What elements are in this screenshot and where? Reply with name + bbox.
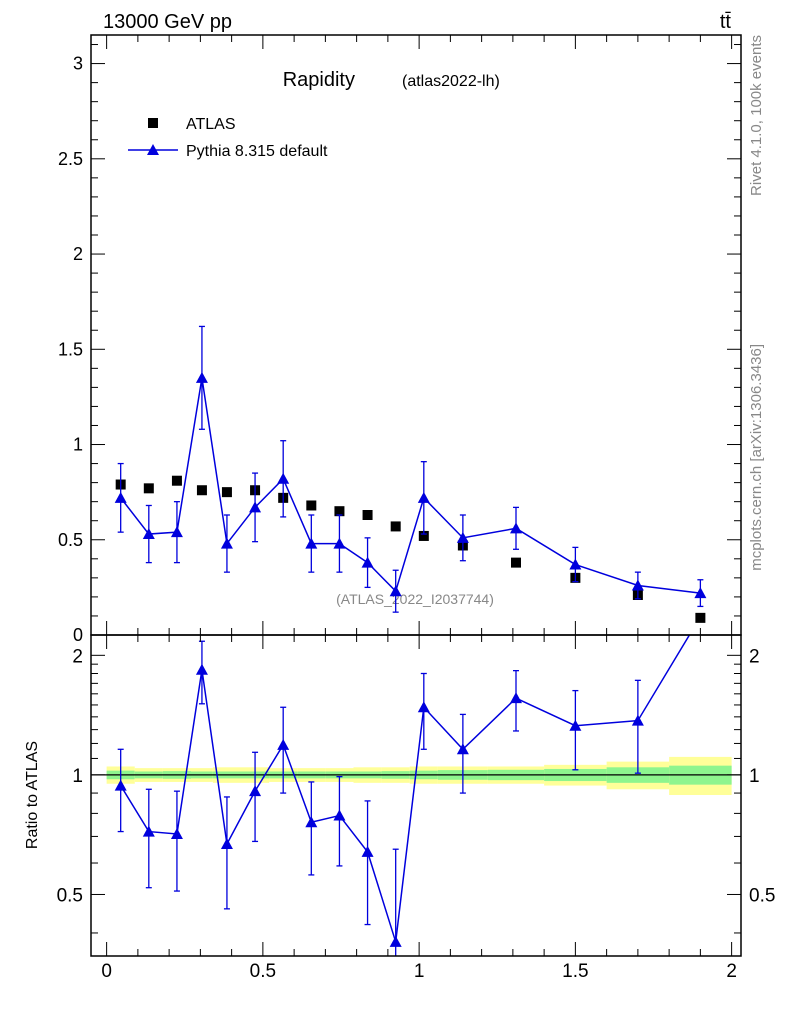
main-data-layer: [114, 325, 707, 623]
main-title: Rapidity: [283, 69, 355, 91]
pythia-data-point: [114, 491, 127, 503]
ratio-y-tick-labels: 0.5 0.5 1 1 2 2: [57, 646, 776, 906]
ratio-panel: 0.5 0.5 1 1 2 2 0 0.5 1 1.5 2 Ratio to ATLAS: [24, 634, 776, 982]
atlas-data-point: [171, 475, 182, 486]
ratio-x-tick-label: 2: [726, 961, 737, 982]
ratio-data-point: [361, 845, 374, 857]
pythia-data-point: [569, 558, 582, 570]
ratio-data-point: [114, 779, 127, 791]
atlas-data-point: [418, 530, 429, 541]
pythia-data-point: [510, 522, 522, 534]
ratio-x-tick-label: 1: [414, 961, 425, 982]
pythia-line: [120, 377, 701, 594]
pythia-data-point: [220, 537, 233, 549]
ratio-data-point: [569, 719, 582, 731]
main-y-tick-label: 2: [73, 244, 83, 264]
ratio-data-point: [220, 837, 233, 849]
pythia-data-point: [631, 579, 644, 591]
atlas-data-point: [511, 557, 521, 568]
pythia-data-point: [456, 531, 469, 543]
atlas-data-point: [221, 487, 232, 498]
atlas-data-point: [306, 500, 317, 511]
main-axis-ticks: [91, 35, 741, 635]
legend-pythia-marker: [147, 144, 159, 155]
ratio-data-point: [305, 816, 318, 828]
main-y-tick-label: 0.5: [58, 530, 83, 550]
ratio-y-tick-label-right: 1: [749, 766, 760, 787]
pythia-data-point: [249, 501, 262, 513]
atlas-data-point: [196, 485, 207, 496]
ratio-data-point: [249, 785, 262, 797]
pythia-data-point: [694, 587, 707, 599]
ratio-data-point: [170, 827, 183, 839]
pythia-data-point: [195, 371, 208, 383]
atlas-data-point: [695, 612, 706, 623]
ratio-data-point: [277, 738, 290, 750]
main-y-tick-label: 2.5: [58, 149, 83, 169]
ratio-data-layer: [114, 635, 691, 956]
ratio-y-tick-label-left: 0.5: [57, 885, 83, 906]
pythia-data-point: [333, 537, 346, 549]
pythia-data-point: [142, 528, 155, 540]
process-label: tt̄: [720, 11, 732, 33]
energy-label: 13000 GeV pp: [103, 11, 232, 33]
mcplots-source-label: mcplots.cern.ch [arXiv:1306.3436]: [748, 344, 765, 571]
pythia-data-point: [305, 537, 318, 549]
main-y-tick-label: 1: [73, 435, 83, 455]
main-subtitle: (atlas2022-lh): [402, 73, 500, 90]
pythia-data-point: [389, 585, 402, 597]
ratio-x-tick-labels: 0 0.5 1 1.5 2: [101, 961, 737, 982]
main-y-tick-labels: 0.5 1 1.5 2 2.5 3 0: [58, 54, 83, 645]
ratio-data-point: [142, 825, 155, 837]
main-y-tick-label: 0: [73, 625, 83, 645]
pythia-data-point: [361, 556, 374, 568]
main-y-tick-label: 1.5: [58, 339, 83, 359]
ratio-x-tick-label: 1.5: [562, 961, 588, 982]
ratio-data-point: [333, 809, 346, 821]
ratio-frame: [90, 634, 742, 957]
ratio-data-point: [631, 714, 644, 726]
rivet-version-label: Rivet 4.1.0, 100k events: [748, 35, 765, 196]
ratio-y-tick-label-left: 1: [72, 766, 83, 787]
ratio-y-tick-label-left: 2: [72, 646, 83, 667]
ratio-axis-ticks: [91, 635, 741, 956]
legend-atlas-label: ATLAS: [186, 116, 236, 133]
ratio-x-tick-label: 0: [101, 961, 112, 982]
atlas-data-point: [143, 483, 154, 494]
ratio-y-tick-label-right: 2: [749, 646, 760, 667]
ratio-data-point: [195, 663, 208, 675]
main-panel: 0.5 1 1.5 2 2.5 3 0 Rapidity (atlas2022-lh) AT…: [58, 34, 742, 645]
main-y-tick-label: 3: [73, 54, 83, 74]
ratio-data-point: [510, 692, 522, 704]
atlas-data-point: [334, 506, 345, 517]
ratio-x-tick-label: 0.5: [250, 961, 276, 982]
legend-pythia-label: Pythia 8.315 default: [186, 143, 328, 160]
atlas-data-point: [390, 521, 401, 532]
ratio-y-tick-label-right: 0.5: [749, 885, 775, 906]
legend: ATLAS Pythia 8.315 default: [128, 116, 328, 160]
ratio-y-axis-label: Ratio to ATLAS: [24, 741, 41, 849]
watermark-label: (ATLAS_2022_I2037744): [336, 591, 494, 607]
pythia-data-point: [170, 526, 183, 538]
ratio-data-point: [389, 935, 402, 947]
legend-atlas-marker: [148, 118, 158, 128]
atlas-data-point: [362, 510, 373, 520]
pythia-data-point: [417, 491, 430, 503]
ratio-data-point: [456, 743, 469, 755]
pythia-data-point: [277, 472, 290, 484]
ratio-data-point: [417, 701, 430, 713]
